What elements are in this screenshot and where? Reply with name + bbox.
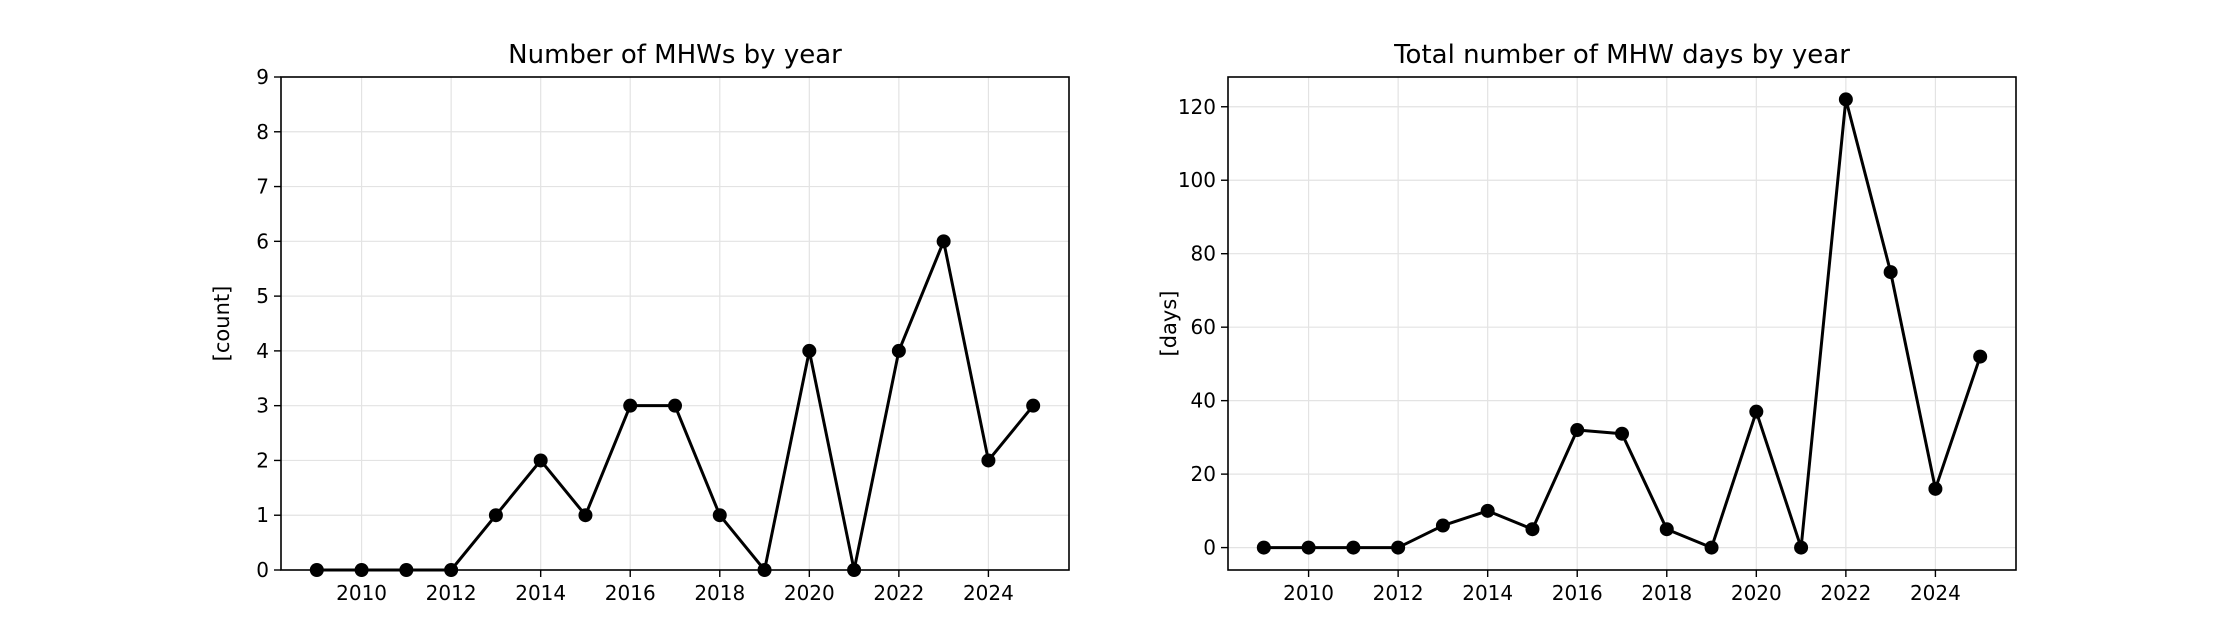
data-point [1026, 398, 1041, 413]
y-tick-label: 80 [1191, 242, 1216, 266]
y-tick-label: 120 [1178, 95, 1216, 119]
data-point [1301, 540, 1316, 555]
y-axis-label: [days] [1157, 291, 1181, 357]
chart-title: Number of MHWs by year [508, 40, 842, 70]
y-axis: 0 1 2 3 4 5 6 7 8 9 [256, 65, 281, 582]
y-tick-label: 1 [256, 503, 269, 527]
y-axis-label: [count] [210, 286, 234, 362]
x-tick-label: 2018 [1641, 581, 1692, 605]
data-point [1794, 540, 1809, 555]
x-tick-label: 2012 [1373, 581, 1424, 605]
data-point [936, 234, 951, 249]
data-point [533, 453, 548, 468]
data-point [1525, 522, 1540, 537]
data-point [1480, 503, 1495, 518]
x-tick-label: 2024 [1910, 581, 1961, 605]
chart-mhw-days: 2010 2012 2014 2016 2018 2020 2022 2024 0 20 40 60… [1157, 40, 2017, 605]
x-tick-label: 2022 [1820, 581, 1871, 605]
x-tick-label: 2016 [605, 581, 656, 605]
chart-mhw-count: 2010 2012 2014 2016 2018 2020 2022 2024 0 1 2 3 4 5 6… [210, 40, 1070, 605]
plot-frame [1227, 76, 2017, 571]
x-tick-label: 2020 [1731, 581, 1782, 605]
x-axis: 2010 2012 2014 2016 2018 2020 2022 2024 [336, 570, 1014, 605]
x-tick-label: 2016 [1552, 581, 1603, 605]
data-point [1973, 349, 1988, 364]
data-point [1749, 404, 1764, 419]
x-tick-label: 2014 [515, 581, 566, 605]
data-point [981, 453, 996, 468]
data-point [668, 398, 682, 413]
data-point [488, 508, 503, 523]
x-axis: 2010 2012 2014 2016 2018 2020 2022 2024 [1283, 570, 1961, 605]
y-tick-label: 3 [256, 394, 269, 418]
y-tick-label: 40 [1191, 389, 1216, 413]
x-tick-label: 2012 [426, 581, 477, 605]
grid [1228, 77, 2016, 570]
y-tick-label: 9 [256, 65, 269, 89]
chart-title: Total number of MHW days by year [1393, 40, 1850, 70]
y-tick-label: 8 [256, 120, 269, 144]
y-tick-label: 20 [1191, 462, 1216, 486]
y-tick-label: 0 [256, 558, 269, 582]
plot-frame [280, 76, 1070, 571]
y-tick-label: 60 [1191, 315, 1216, 339]
x-tick-label: 2010 [1283, 581, 1334, 605]
data-point [1435, 518, 1450, 533]
data-point [712, 508, 727, 523]
x-tick-label: 2020 [784, 581, 835, 605]
data-point [1838, 92, 1853, 107]
data-point [1391, 540, 1406, 555]
y-tick-label: 4 [256, 339, 269, 363]
data-point [1704, 540, 1719, 555]
y-tick-label: 0 [1203, 536, 1216, 560]
y-tick-label: 100 [1178, 168, 1216, 192]
y-tick-label: 6 [256, 229, 269, 253]
x-tick-label: 2024 [963, 581, 1014, 605]
data-point [1615, 426, 1629, 441]
grid [281, 76, 1069, 571]
x-tick-label: 2022 [873, 581, 924, 605]
y-tick-label: 2 [256, 448, 269, 472]
series-days [1256, 92, 1988, 555]
data-point [1928, 481, 1943, 496]
x-tick-label: 2014 [1462, 581, 1513, 605]
x-tick-label: 2010 [336, 581, 387, 605]
x-tick-label: 2018 [694, 581, 745, 605]
y-tick-label: 5 [256, 284, 269, 308]
data-point [1346, 540, 1361, 555]
data-point [623, 398, 638, 413]
data-point [1659, 522, 1674, 537]
series-line [1263, 97, 1982, 550]
data-point [802, 343, 817, 358]
data-point [1256, 540, 1271, 555]
data-point [1883, 265, 1898, 280]
data-point [891, 343, 906, 358]
data-point [1570, 423, 1585, 438]
y-axis: 0 20 40 60 80 100 120 [1178, 95, 1228, 560]
y-tick-label: 7 [256, 175, 269, 199]
data-point [578, 508, 593, 523]
